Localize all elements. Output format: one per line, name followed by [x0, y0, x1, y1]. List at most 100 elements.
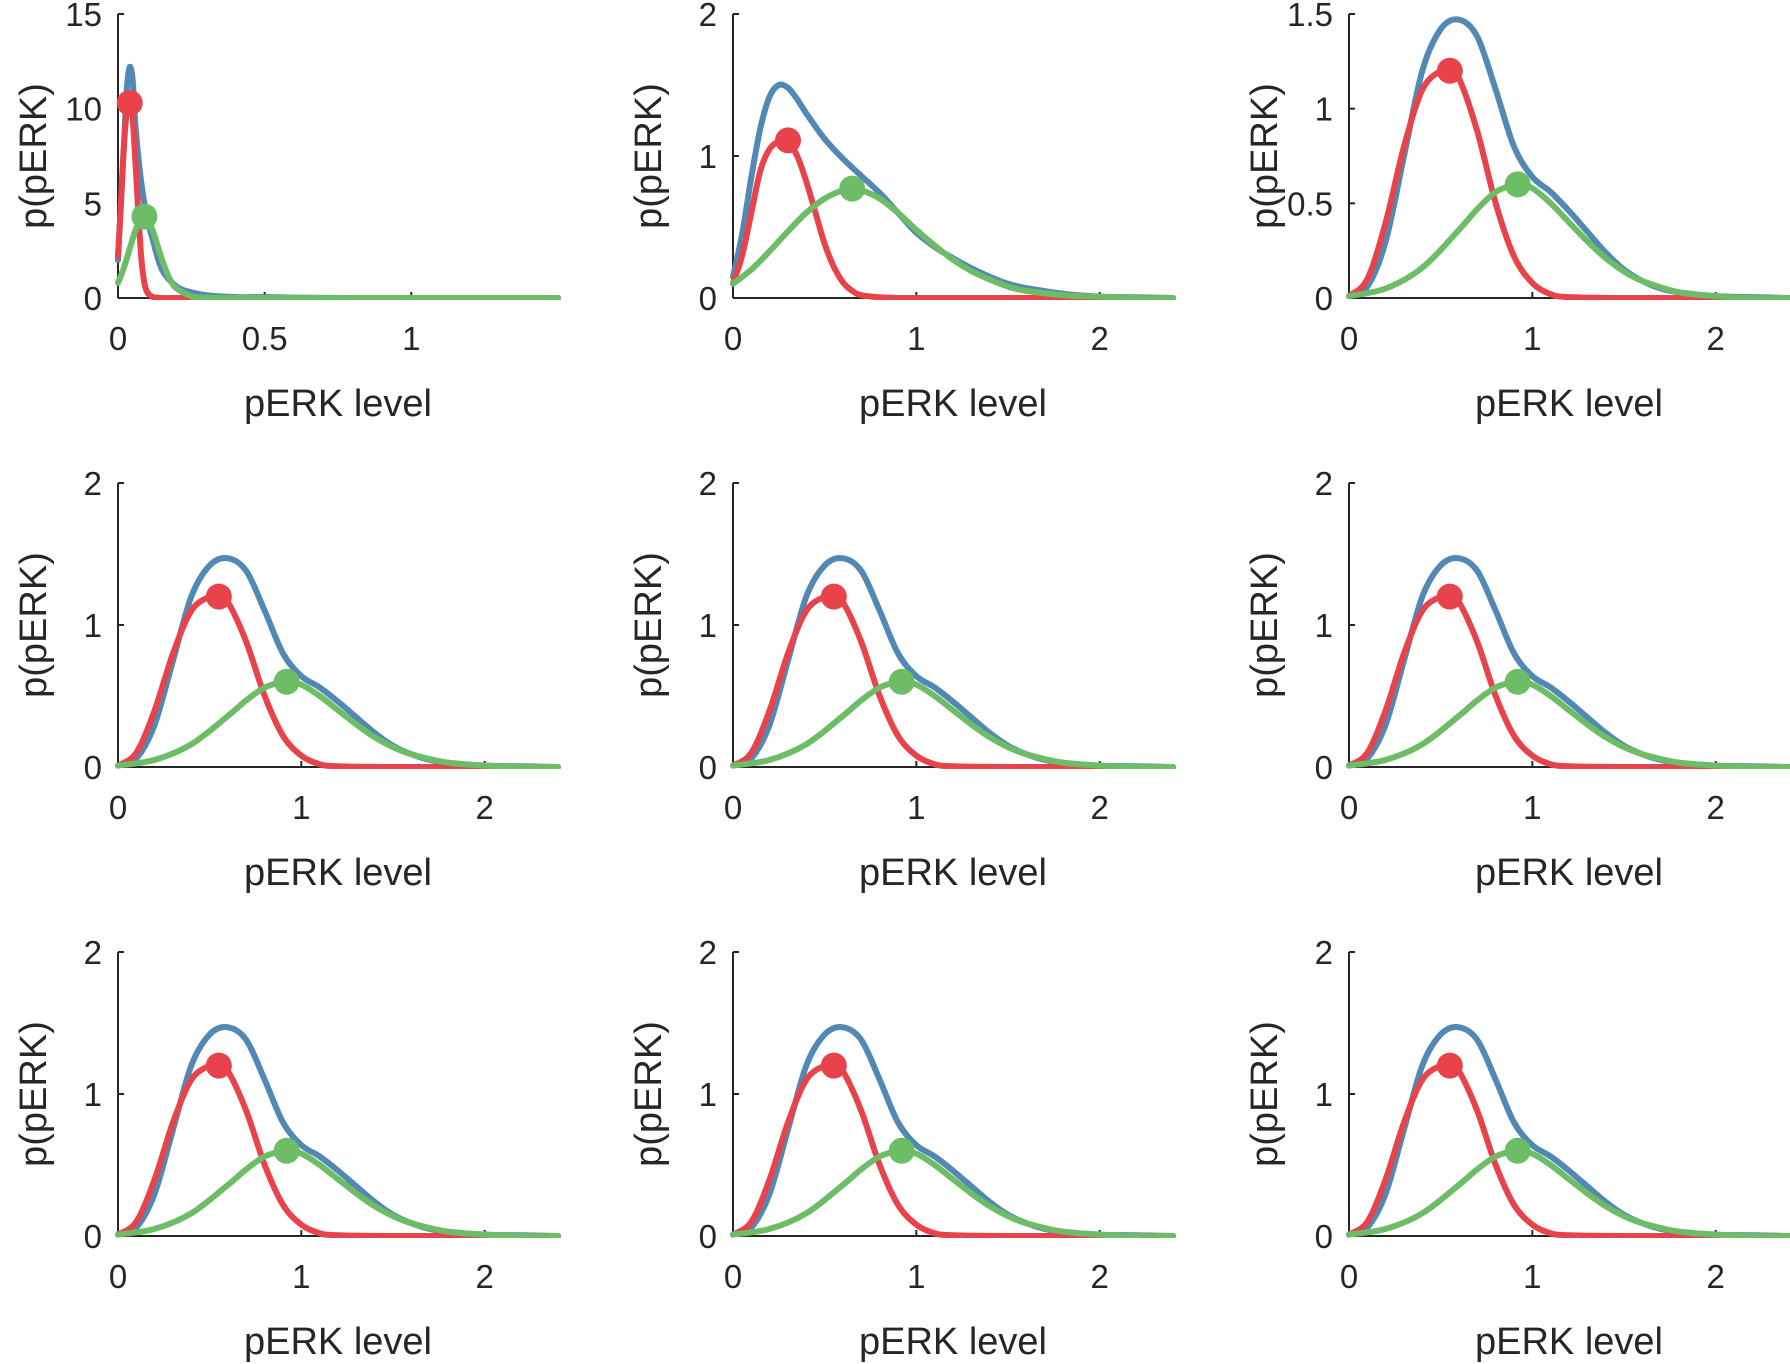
low-peak-marker [820, 1052, 847, 1079]
x-tick-label: 1 [907, 320, 925, 357]
x-tick-label: 1 [402, 320, 420, 357]
x-tick-label: 0 [724, 320, 742, 357]
x-tick-label: 1 [907, 789, 925, 826]
y-axis-label: p(pERK) [628, 1021, 670, 1167]
high-peak-marker [273, 668, 300, 695]
x-tick-label: 1 [292, 1258, 310, 1295]
y-tick-label: 1 [699, 1076, 717, 1113]
low-component-line [115, 592, 561, 769]
high-component-line [115, 678, 561, 769]
y-axis-label: p(pERK) [1244, 83, 1286, 229]
low-component-line [730, 592, 1176, 769]
panel-1-3: 0 1 2 0 0.5 1 1.5 pERK level p(pERK) [1244, 0, 1790, 425]
x-tick-label: 2 [1090, 320, 1108, 357]
y-tick-label: 0 [84, 280, 102, 317]
x-tick-label: 1 [1523, 789, 1541, 826]
high-peak-marker [888, 1137, 915, 1164]
curves-group [1346, 16, 1790, 300]
y-tick-label: 1 [1315, 91, 1333, 128]
y-axis-label: p(pERK) [13, 83, 55, 229]
total-density-line [115, 1024, 561, 1238]
x-tick-label: 2 [1090, 789, 1108, 826]
x-axis-label: pERK level [244, 852, 432, 894]
x-tick-label: 1 [292, 789, 310, 826]
y-tick-label: 5 [84, 185, 102, 222]
high-component-line [1346, 180, 1790, 300]
y-axis-label: p(pERK) [1244, 552, 1286, 698]
x-tick-label: 0 [109, 1258, 127, 1295]
x-axis-label: pERK level [859, 852, 1047, 894]
low-peak-marker [205, 583, 232, 610]
panel-3-1: 0 1 2 0 1 2 pERK level p(pERK) [13, 934, 561, 1363]
panel-3-3: 0 1 2 0 1 2 pERK level p(pERK) [1244, 934, 1790, 1363]
x-tick-label: 2 [1090, 1258, 1108, 1295]
x-tick-label: 1 [907, 1258, 925, 1295]
curves-group [730, 555, 1176, 769]
y-tick-label: 1.5 [1287, 0, 1333, 33]
panel-1-2: 0 1 2 0 1 2 pERK level p(pERK) [628, 0, 1176, 425]
curves-group [1346, 555, 1790, 769]
high-component-line [1346, 678, 1790, 769]
high-component-line [730, 185, 1176, 300]
y-tick-label: 2 [84, 934, 102, 971]
x-tick-label: 0 [1340, 789, 1358, 826]
x-tick-label: 0 [724, 789, 742, 826]
y-tick-label: 2 [699, 465, 717, 502]
x-tick-label: 0 [724, 1258, 742, 1295]
high-peak-marker [1504, 668, 1531, 695]
x-tick-label: 2 [475, 1258, 493, 1295]
high-peak-marker [273, 1137, 300, 1164]
x-tick-label: 0 [1340, 1258, 1358, 1295]
y-tick-label: 0 [699, 749, 717, 786]
x-tick-label: 2 [1706, 1258, 1724, 1295]
curves-group [115, 63, 561, 300]
y-tick-label: 15 [65, 0, 102, 33]
low-component-line [730, 137, 1176, 300]
curves-group [730, 1024, 1176, 1238]
x-axis-label: pERK level [244, 1321, 432, 1363]
low-component-line [730, 1061, 1176, 1238]
x-tick-label: 0.5 [242, 320, 288, 357]
low-peak-marker [1436, 1052, 1463, 1079]
low-peak-marker [1436, 583, 1463, 610]
low-component-line [1346, 66, 1790, 300]
y-tick-label: 1 [84, 1076, 102, 1113]
y-tick-label: 2 [699, 0, 717, 33]
high-peak-marker [131, 203, 158, 230]
curves-group [730, 81, 1176, 300]
y-axis-label: p(pERK) [13, 1021, 55, 1167]
high-peak-marker [839, 175, 866, 202]
y-axis-label: p(pERK) [13, 552, 55, 698]
x-tick-label: 0 [109, 320, 127, 357]
x-axis-label: pERK level [859, 1321, 1047, 1363]
y-axis-label: p(pERK) [628, 83, 670, 229]
y-tick-label: 0 [84, 749, 102, 786]
y-tick-label: 2 [1315, 934, 1333, 971]
y-axis-label: p(pERK) [1244, 1021, 1286, 1167]
y-tick-label: 2 [84, 465, 102, 502]
high-peak-marker [888, 668, 915, 695]
total-density-line [1346, 555, 1790, 769]
x-axis-label: pERK level [1475, 852, 1663, 894]
high-component-line [115, 1147, 561, 1238]
high-component-line [730, 1147, 1176, 1238]
total-density-line [115, 555, 561, 769]
high-component-line [730, 678, 1176, 769]
low-component-line [115, 1061, 561, 1238]
low-component-line [115, 99, 561, 300]
x-tick-label: 2 [475, 789, 493, 826]
low-peak-marker [820, 583, 847, 610]
x-axis-label: pERK level [244, 383, 432, 425]
curves-group [115, 1024, 561, 1238]
curves-group [115, 555, 561, 769]
panel-2-3: 0 1 2 0 1 2 pERK level p(pERK) [1244, 465, 1790, 894]
high-peak-marker [1504, 171, 1531, 198]
total-density-line [1346, 16, 1790, 300]
y-tick-label: 0.5 [1287, 185, 1333, 222]
panel-3-2: 0 1 2 0 1 2 pERK level p(pERK) [628, 934, 1176, 1363]
total-density-line [730, 1024, 1176, 1238]
total-density-line [1346, 1024, 1790, 1238]
x-tick-label: 2 [1706, 320, 1724, 357]
y-tick-label: 1 [84, 607, 102, 644]
